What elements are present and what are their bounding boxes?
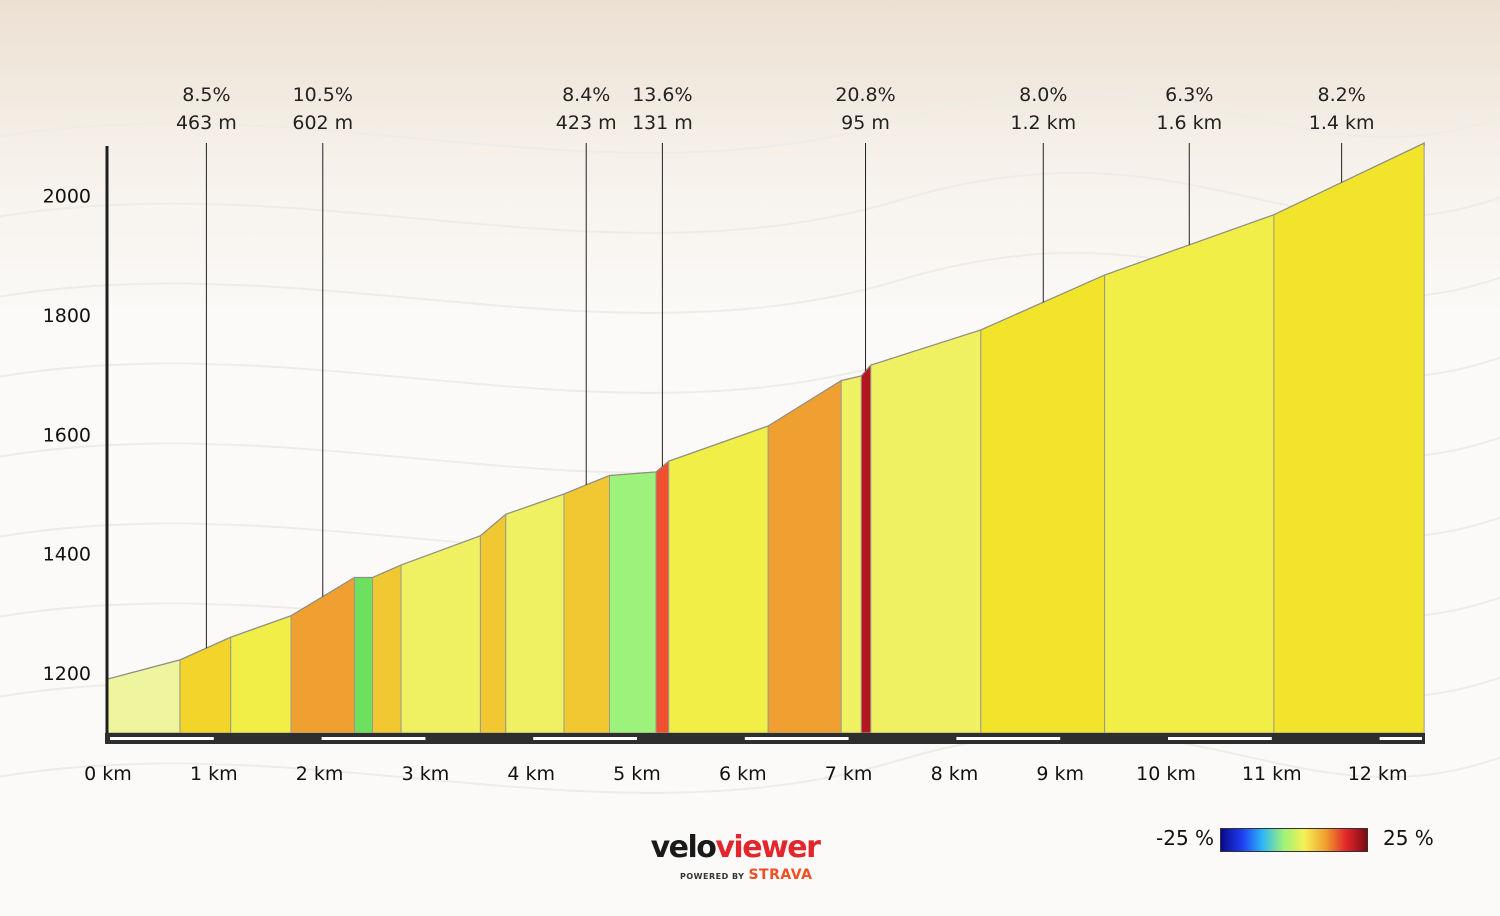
strava-text: STRAVA [748, 867, 813, 883]
gradient-segment [230, 615, 292, 734]
legend-min-label: -25 % [1156, 826, 1215, 850]
gradient-segment [505, 493, 565, 734]
x-tick-label: 8 km [931, 763, 979, 785]
climb-annotations: 8.5% 463 m 10.5% 602 m 8.4% 423 m 13.6% 131 m 20… [176, 84, 1375, 649]
powered-by-text: POWERED BY [680, 872, 745, 881]
logo-wordmark: veloviewer [640, 832, 830, 864]
x-tick-labels: 0 km 1 km 2 km 3 km 4 km 5 km 6 km 7 km 8 km 9 km… [84, 763, 1407, 785]
topo-line [0, 731, 1500, 794]
axis-dash [744, 737, 849, 740]
gradient-segment [980, 274, 1106, 734]
logo-powered-by: POWERED BY STRAVA [680, 866, 830, 884]
y-tick-label: 2000 [43, 186, 91, 208]
logo-part2: viewer [715, 830, 821, 865]
annotation-grade: 6.3% [1165, 84, 1213, 106]
gradient-segment [767, 379, 842, 734]
profile-outline [107, 142, 1425, 680]
annotation-grade: 8.0% [1019, 84, 1067, 106]
gradient-segment [290, 576, 356, 734]
gradient-segment [655, 460, 670, 734]
x-tick-label: 12 km [1348, 763, 1408, 785]
annotation-grade: 8.5% [182, 84, 230, 106]
axes [105, 146, 1425, 744]
topo-line [0, 91, 1500, 154]
axis-dash [956, 737, 1061, 740]
axis-dash [110, 737, 214, 740]
gradient-segment [840, 375, 862, 734]
veloviewer-logo: veloviewer POWERED BY STRAVA [640, 832, 830, 884]
gradient-segment [860, 363, 872, 734]
gradient-segments [107, 142, 1425, 734]
x-tick-label: 1 km [190, 763, 238, 785]
annotation-length: 463 m [176, 112, 237, 134]
annotation-length: 1.4 km [1309, 112, 1375, 134]
x-tick-label: 5 km [613, 763, 661, 785]
elevation-line [107, 142, 1425, 680]
legend-color-bar [1220, 828, 1368, 852]
gradient-segment [563, 474, 610, 734]
annotation-length: 1.2 km [1010, 112, 1076, 134]
gradient-segment [608, 471, 657, 734]
annotation-grade: 8.4% [562, 84, 610, 106]
axis-dash [321, 737, 426, 740]
x-tick-label: 7 km [825, 763, 873, 785]
gradient-segment [870, 329, 982, 734]
logo-part1: velo [650, 830, 717, 865]
annotation-grade: 13.6% [632, 84, 692, 106]
annotation-grade: 20.8% [835, 84, 895, 106]
gradient-segment [354, 577, 373, 734]
gradient-segment [1273, 142, 1425, 734]
x-tick-label: 9 km [1036, 763, 1084, 785]
annotation-length: 602 m [292, 112, 353, 134]
annotation-length: 423 m [556, 112, 617, 134]
y-tick-label: 1200 [43, 663, 91, 685]
gradient-segment [179, 636, 232, 734]
annotation-grade: 8.2% [1317, 84, 1365, 106]
x-tick-label: 10 km [1136, 763, 1196, 785]
x-tick-label: 3 km [402, 763, 450, 785]
axis-dash [1379, 737, 1422, 740]
annotation-length: 131 m [632, 112, 693, 134]
annotation-length: 1.6 km [1156, 112, 1222, 134]
x-tick-label: 2 km [296, 763, 344, 785]
x-tick-label: 6 km [719, 763, 767, 785]
x-tick-label: 0 km [84, 763, 132, 785]
gradient-segment [372, 564, 402, 734]
x-tick-label: 11 km [1242, 763, 1302, 785]
y-tick-label: 1600 [43, 424, 91, 446]
y-tick-label: 1800 [43, 305, 91, 327]
gradient-segment [1104, 214, 1275, 734]
gradient-segment [400, 535, 481, 734]
gradient-segment [107, 659, 181, 734]
x-tick-label: 4 km [507, 763, 555, 785]
gradient-segment [668, 425, 769, 734]
legend-max-label: 25 % [1383, 826, 1434, 850]
annotation-grade: 10.5% [293, 84, 353, 106]
y-tick-labels: 1200 1400 1600 1800 2000 [43, 186, 91, 685]
axis-dash [533, 737, 637, 740]
gradient-segment [479, 513, 507, 734]
annotation-length: 95 m [841, 112, 890, 134]
axis-dash [1168, 737, 1272, 740]
y-tick-label: 1400 [43, 544, 91, 566]
